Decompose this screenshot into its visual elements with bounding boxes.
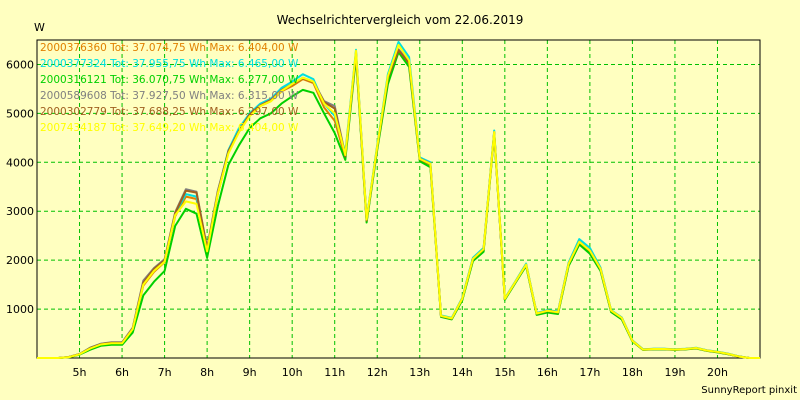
x-tick-labels: 5h 6h 7h 8h 9h 10h 11h 12h 13h 14h 15h 16h 17h 18h 19h… — [73, 366, 728, 379]
legend-entry: 2000376360 Tot: 37.074,75 Wh Max: 6.404,… — [40, 42, 299, 54]
x-tick-label: 13h — [409, 366, 430, 379]
x-tick-label: 17h — [579, 366, 600, 379]
series-lines — [37, 41, 760, 359]
y-tick-label: 4000 — [6, 156, 34, 169]
plot-frame — [36, 39, 761, 359]
x-tick-label: 18h — [622, 366, 643, 379]
x-tick-label: 19h — [664, 366, 685, 379]
y-axis-label: W — [34, 21, 45, 34]
x-tick-label: 8h — [200, 366, 214, 379]
y-tick-label: 1000 — [6, 303, 34, 316]
legend: 2000376360 Tot: 37.074,75 Wh Max: 6.404,… — [40, 42, 299, 134]
x-tick-label: 12h — [367, 366, 388, 379]
y-tick-label: 6000 — [6, 58, 34, 71]
legend-entry: 2007434187 Tot: 37.649,20 Wh Max: 6.404,… — [40, 122, 299, 134]
legend-entry: 2000316121 Tot: 36.070,75 Wh Max: 6.277,… — [40, 74, 299, 86]
y-tick-labels: 1000 2000 3000 4000 5000 6000 — [6, 58, 34, 316]
x-tick-label: 7h — [158, 366, 172, 379]
grid — [37, 40, 760, 358]
legend-entry: 2000589608 Tot: 37.927,50 Wh Max: 6.315,… — [40, 90, 299, 102]
x-tick-label: 14h — [452, 366, 473, 379]
x-tick-label: 16h — [537, 366, 558, 379]
series-line-6 — [37, 43, 760, 359]
y-tick-label: 3000 — [6, 205, 34, 218]
x-tick-label: 9h — [243, 366, 257, 379]
legend-entry: 2000377324 Tot: 37.955,75 Wh Max: 6.465,… — [40, 58, 299, 70]
chart-title: Wechselrichtervergleich vom 22.06.2019 — [277, 13, 524, 27]
footer-credit: SunnyReport pinxit — [701, 385, 797, 396]
y-tick-label: 5000 — [6, 107, 34, 120]
x-tick-label: 15h — [494, 366, 515, 379]
x-tick-label: 10h — [282, 366, 303, 379]
x-tick-label: 11h — [324, 366, 345, 379]
legend-entry: 2000302779 Tot: 37.688,25 Wh Max: 6.297,… — [40, 106, 299, 118]
y-tick-label: 2000 — [6, 254, 34, 267]
x-tick-label: 5h — [73, 366, 87, 379]
x-tick-label: 6h — [115, 366, 129, 379]
x-tick-label: 20h — [707, 366, 728, 379]
